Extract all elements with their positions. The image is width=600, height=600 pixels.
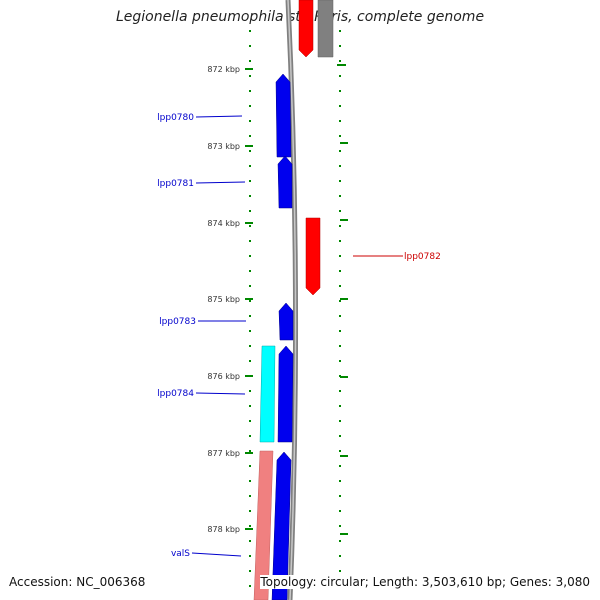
other-feature[interactable] [253,450,274,600]
gene-lpp0783[interactable] [278,302,294,341]
gene-labels: lpp0780 lpp0781 lpp0782 lpp0783 lpp0784 … [157,113,441,559]
gene-lpp0781[interactable] [277,155,293,209]
gene-label[interactable]: lpp0781 [157,179,194,189]
leader-line [195,181,246,184]
gene-label[interactable]: lpp0783 [159,317,196,327]
rna-feature[interactable] [259,345,276,443]
reverse-strand-feature[interactable] [317,0,334,58]
accession-text: Accession: NC_006368 [9,575,146,589]
tick-label: 877 kbp [207,449,240,458]
tick-label: 878 kbp [207,525,240,534]
gene-lpp0780[interactable] [275,73,292,158]
major-ticks [245,64,348,535]
tick-label: 873 kbp [207,142,240,151]
tick-label: 874 kbp [207,219,240,228]
tick-label: 875 kbp [207,295,240,304]
gene-lpp0782[interactable] [305,217,321,296]
genome-backbone-highlight [287,0,297,600]
leader-line [191,552,242,557]
gene-label[interactable]: lpp0780 [157,113,194,123]
gene-lpp0784[interactable] [277,345,294,443]
gene-label[interactable]: valS [171,549,190,559]
gene-label[interactable]: lpp0784 [157,389,194,399]
tick-label: 872 kbp [207,65,240,74]
label-leaders [191,115,403,557]
reverse-strand-gene[interactable] [298,0,314,58]
leader-line [195,115,243,118]
genome-summary-text: Topology: circular; Length: 3,503,610 bp… [260,575,590,589]
leader-line [195,392,246,395]
tick-label: 876 kbp [207,372,240,381]
tick-labels: 872 kbp 873 kbp 874 kbp 875 kbp 876 kbp … [207,65,240,534]
gene-label[interactable]: lpp0782 [404,252,441,262]
